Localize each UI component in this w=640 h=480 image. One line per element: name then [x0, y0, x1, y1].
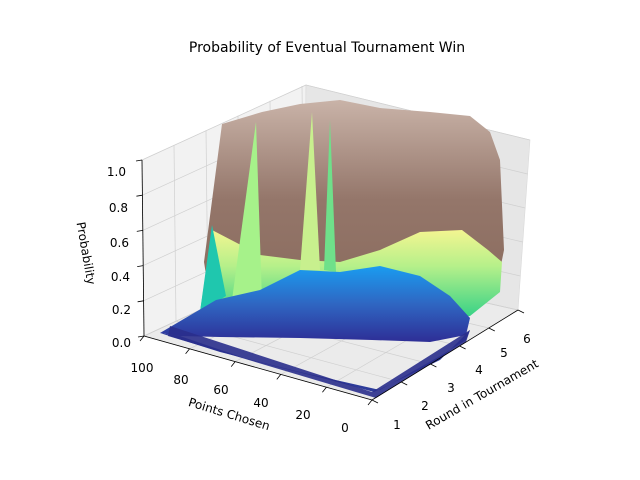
- tick-marks: [135, 159, 525, 406]
- x-tick-label: 60: [213, 383, 228, 397]
- z-tick-mark: [137, 300, 144, 303]
- x-tick-label: 40: [253, 396, 268, 410]
- surface-front-face: [168, 326, 470, 398]
- x-tick-label: 20: [295, 408, 310, 422]
- surface-green-spike-4: [324, 120, 336, 272]
- grid-line: [173, 145, 177, 322]
- axes: [141, 159, 519, 401]
- y-tick-label: 1: [393, 418, 401, 432]
- x-tick-mark: [322, 386, 327, 393]
- z-tick-mark: [137, 335, 145, 338]
- y-axis-line: [371, 309, 519, 401]
- surface-green-spike-2: [232, 122, 262, 300]
- x-tick-mark: [139, 335, 145, 342]
- z-tick-label: 0.4: [111, 270, 130, 284]
- y-tick-mark: [430, 363, 437, 368]
- x-tick-labels: 100 80 60 40 20 0: [131, 361, 349, 435]
- x-tick-label: 100: [131, 361, 154, 375]
- y-tick-mark: [401, 381, 408, 386]
- x-axis-line: [143, 335, 373, 401]
- z-tick-label: 0.6: [110, 236, 129, 250]
- y-tick-mark: [488, 327, 495, 332]
- x-tick-label: 80: [173, 373, 188, 387]
- y-tick-mark: [517, 309, 525, 314]
- surface-green-spike-3: [300, 112, 320, 270]
- z-tick-label: 1.0: [107, 165, 126, 179]
- x-tick-mark: [230, 361, 236, 367]
- z-tick-label: 0.8: [109, 201, 128, 215]
- y-tick-label: 3: [447, 381, 455, 395]
- z-tick-label: 0.0: [112, 336, 131, 350]
- z-tick-labels: 1.0 0.8 0.6 0.4 0.2 0.0: [107, 165, 131, 350]
- z-tick-mark: [136, 194, 143, 197]
- y-tick-label: 6: [523, 332, 531, 346]
- y-tick-labels: 1 2 3 4 5 6: [393, 332, 531, 432]
- z-axis-label: Probability: [74, 221, 99, 286]
- surface-blue-ridge: [160, 266, 470, 342]
- chart-title: Probability of Eventual Tournament Win: [189, 40, 465, 56]
- z-tick-label: 0.2: [112, 303, 131, 317]
- x-tick-label: 0: [341, 421, 349, 435]
- y-tick-label: 5: [500, 346, 508, 360]
- surface: [160, 100, 504, 398]
- y-tick-label: 2: [421, 399, 429, 413]
- x-tick-mark: [185, 348, 190, 355]
- z-tick-mark: [136, 230, 143, 232]
- z-tick-mark: [135, 159, 143, 162]
- grid-line: [141, 84, 307, 161]
- z-tick-mark: [137, 265, 144, 267]
- y-tick-mark: [459, 345, 466, 350]
- y-tick-label: 4: [475, 363, 483, 377]
- z-axis-line: [141, 159, 145, 337]
- x-tick-mark: [276, 374, 282, 380]
- x-tick-mark: [367, 399, 373, 406]
- surface-green-spike-1: [200, 225, 226, 312]
- y-tick-mark: [371, 399, 379, 404]
